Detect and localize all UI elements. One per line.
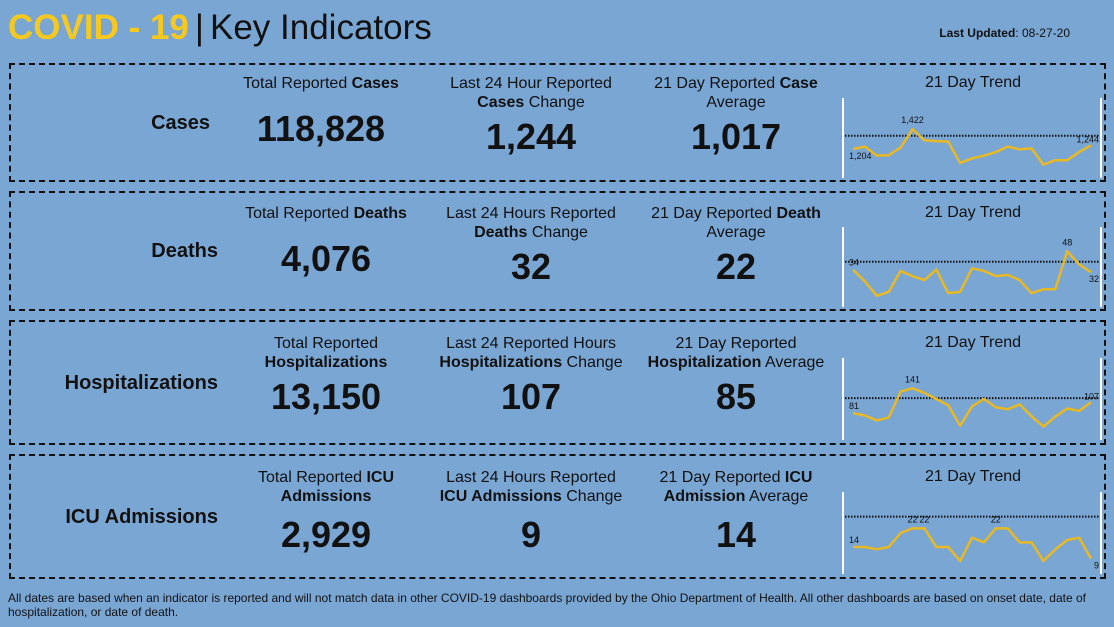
trend-series-line [852, 250, 1092, 298]
trend-point-label: 34 [849, 258, 859, 268]
avg-icu: 21 Day Reported ICU Admission Average 14 [636, 468, 836, 556]
last-updated-label: Last Updated [939, 26, 1016, 40]
avg-icu-value: 14 [715, 514, 757, 555]
trend-series-line [852, 387, 1092, 428]
last24-hospitalizations-value: 107 [500, 376, 562, 417]
total-icu-value: 2,929 [280, 514, 372, 555]
last24-deaths-heading: Last 24 Hours Reported Deaths Change [446, 205, 616, 241]
avg-deaths: 21 Day Reported Death Average 22 [636, 204, 836, 288]
last24-hospitalizations-heading: Last 24 Reported Hours Hospitalizations C… [439, 335, 623, 371]
total-deaths: Total Reported Deaths 4,076 [226, 204, 426, 280]
total-hospitalizations-value: 13,150 [270, 376, 382, 417]
trend-point-label: 32 [1089, 274, 1099, 284]
trend-series-line [852, 127, 1092, 166]
avg-cases: 21 Day Reported Case Average 1,017 [636, 74, 836, 158]
panel-cases: Cases Total Reported Cases 118,828 Last … [9, 63, 1106, 182]
trend-point-label: 81 [849, 401, 859, 411]
row-label-hospitalizations: Hospitalizations [64, 372, 218, 394]
trend-point-label: 22 [907, 514, 917, 524]
title-covid: COVID - 19 [8, 8, 189, 47]
row-label-icu: ICU Admissions [65, 506, 218, 528]
trend-title-icu: 21 Day Trend [924, 468, 1022, 485]
title-key-indicators: Key Indicators [209, 8, 432, 47]
trend-point-label: 9 [1094, 561, 1099, 571]
dashboard-header: COVID - 19 | Key Indicators [8, 8, 432, 56]
row-label-cases: Cases [151, 112, 210, 134]
total-hospitalizations: Total Reported Hospitalizations 13,150 [226, 334, 426, 418]
trend-chart-cases: 1,204 1,422 1,244 [842, 98, 1102, 178]
last24-deaths-value: 32 [510, 246, 552, 287]
last24-icu: Last 24 Hours Reported ICU Admissions Cha… [431, 468, 631, 556]
total-cases: Total Reported Cases 118,828 [226, 74, 416, 150]
trend-title-cases: 21 Day Trend [924, 74, 1022, 91]
trend-point-label: 107 [1084, 391, 1099, 401]
trend-point-label: 22 [919, 514, 929, 524]
trend-series-line [853, 527, 1093, 563]
total-deaths-value: 4,076 [280, 238, 372, 279]
avg-deaths-value: 22 [715, 246, 757, 287]
panel-deaths: Deaths Total Reported Deaths 4,076 Last … [9, 191, 1106, 311]
avg-deaths-heading: 21 Day Reported Death Average [651, 205, 821, 241]
trend-title-deaths: 21 Day Trend [924, 204, 1022, 221]
trend-chart-hospitalizations: 81 141 107 [842, 358, 1102, 440]
total-deaths-heading: Total Reported Deaths [245, 205, 407, 222]
avg-icu-heading: 21 Day Reported ICU Admission Average [659, 469, 813, 505]
last24-cases-value: 1,244 [485, 116, 577, 157]
last-updated-value: : 08-27-20 [1015, 26, 1070, 40]
trend-title-hospitalizations: 21 Day Trend [924, 334, 1022, 351]
trend-point-label: 1,204 [849, 151, 872, 161]
trend-point-label: 1,422 [901, 115, 924, 125]
total-hospitalizations-heading: Total Reported Hospitalizations [264, 335, 388, 371]
trend-point-label: 1,244 [1076, 134, 1099, 144]
last24-deaths: Last 24 Hours Reported Deaths Change 32 [431, 204, 631, 288]
title-separator: | [194, 8, 204, 47]
total-cases-heading: Total Reported Cases [243, 75, 399, 92]
panel-icu: ICU Admissions Total Reported ICU Admissi… [9, 454, 1106, 579]
row-label-deaths: Deaths [151, 240, 218, 262]
total-icu: Total Reported ICU Admissions 2,929 [226, 468, 426, 556]
footer-note: All dates are based when an indicator is… [8, 591, 1086, 619]
total-icu-heading: Total Reported ICU Admissions [257, 469, 395, 505]
avg-hospitalizations: 21 Day Reported Hospitalization Average 8… [636, 334, 836, 418]
trend-point-label: 14 [849, 535, 859, 545]
trend-point-label: 22 [991, 514, 1001, 524]
panel-hospitalizations: Hospitalizations Total Reported Hospitali… [9, 320, 1106, 445]
last24-cases: Last 24 Hour Reported Cases Change 1,244 [431, 74, 631, 158]
last24-icu-value: 9 [520, 514, 542, 555]
last24-icu-heading: Last 24 Hours Reported ICU Admissions Cha… [439, 469, 623, 505]
avg-cases-value: 1,017 [690, 116, 782, 157]
last-updated: Last Updated: 08-27-20 [939, 26, 1070, 40]
last24-cases-heading: Last 24 Hour Reported Cases Change [450, 75, 612, 111]
trend-point-label: 141 [905, 374, 920, 384]
avg-hospitalizations-heading: 21 Day Reported Hospitalization Average [647, 335, 825, 371]
last24-hospitalizations: Last 24 Reported Hours Hospitalizations C… [431, 334, 631, 418]
avg-cases-heading: 21 Day Reported Case Average [654, 75, 818, 111]
total-cases-value: 118,828 [256, 108, 386, 149]
trend-chart-deaths: 34 48 32 [842, 227, 1102, 307]
avg-hospitalizations-value: 85 [715, 376, 757, 417]
trend-point-label: 48 [1062, 237, 1072, 247]
